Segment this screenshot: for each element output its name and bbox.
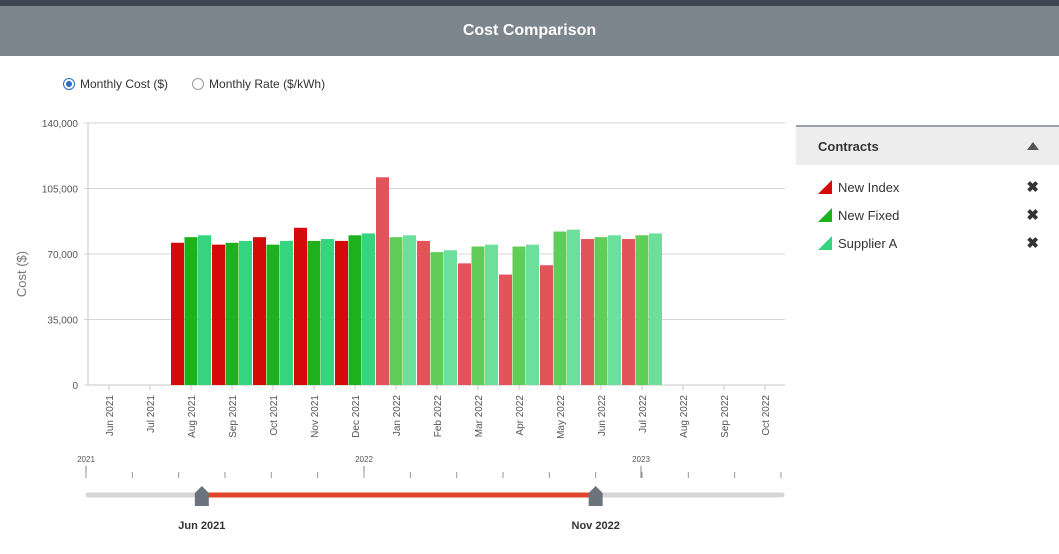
bar-new-fixed	[553, 231, 567, 385]
year-label: 2022	[355, 455, 373, 464]
remove-new-index-icon[interactable]: ✖	[1026, 179, 1039, 196]
year-label: 2023	[632, 455, 650, 464]
bar-new-index	[499, 274, 512, 385]
bar-supplier-a	[485, 244, 498, 385]
remove-new-fixed-icon[interactable]: ✖	[1026, 207, 1039, 224]
legend-item-label: Supplier A	[838, 235, 898, 251]
radio-monthly-rate[interactable]: Monthly Rate ($/kWh)	[192, 77, 325, 91]
x-tick-label: Sep 2021	[228, 395, 239, 438]
bar-new-fixed	[594, 237, 608, 385]
x-tick-label: Jan 2022	[392, 395, 403, 437]
bar-supplier-a	[444, 250, 457, 385]
bar-supplier-a	[198, 235, 211, 385]
x-tick-label: Feb 2022	[433, 395, 444, 438]
year-label: 2021	[77, 455, 95, 464]
bar-new-index	[622, 239, 635, 385]
legend-item-new-fixed[interactable]: New Fixed ✖	[796, 201, 1059, 229]
top-bar	[0, 0, 1059, 6]
legend-item-new-index[interactable]: New Index ✖	[796, 173, 1059, 201]
x-tick-label: Mar 2022	[474, 395, 485, 438]
x-tick-label: Apr 2022	[515, 395, 526, 436]
y-tick-label: 0	[72, 381, 78, 392]
y-tick-label: 105,000	[42, 185, 79, 196]
bar-new-index	[335, 240, 348, 385]
bar-new-index	[458, 263, 471, 385]
x-tick-label: May 2022	[556, 395, 567, 439]
bar-supplier-a	[321, 239, 334, 385]
radio-monthly-cost-indicator[interactable]	[63, 78, 75, 90]
bar-new-index	[171, 242, 184, 385]
metric-selector: Monthly Cost ($) Monthly Rate ($/kWh)	[63, 75, 349, 93]
bar-new-fixed	[184, 237, 198, 385]
y-axis-label: Cost ($)	[14, 251, 29, 297]
y-tick-label: 35,000	[47, 316, 78, 327]
page-title: Cost Comparison	[0, 6, 1059, 56]
bar-supplier-a	[362, 233, 375, 385]
bar-new-index	[376, 177, 389, 385]
y-tick-label: 70,000	[47, 250, 78, 261]
bar-new-fixed	[307, 240, 321, 385]
bar-supplier-a	[608, 235, 621, 385]
radio-monthly-rate-label: Monthly Rate ($/kWh)	[209, 77, 326, 91]
contracts-panel-header[interactable]: Contracts	[796, 125, 1059, 165]
x-tick-label: Nov 2021	[310, 395, 321, 438]
bar-supplier-a	[526, 244, 539, 385]
contracts-panel: Contracts New Index ✖ New Fixed ✖ Suppli…	[796, 125, 1059, 425]
bar-supplier-a	[239, 240, 252, 385]
collapse-icon[interactable]	[1027, 142, 1039, 150]
bar-supplier-a	[649, 233, 662, 385]
range-end-label: Nov 2022	[572, 520, 620, 532]
range-start-handle[interactable]	[194, 486, 209, 506]
x-tick-label: Jun 2021	[105, 395, 116, 437]
contracts-list: New Index ✖ New Fixed ✖ Supplier A ✖	[796, 165, 1059, 257]
legend-item-label: New Index	[838, 179, 900, 195]
bar-new-fixed	[266, 244, 280, 385]
x-tick-label: Dec 2021	[351, 395, 362, 438]
bar-new-index	[212, 244, 225, 385]
bar-supplier-a	[567, 229, 580, 385]
x-tick-label: Jul 2022	[638, 395, 649, 433]
cost-chart: 140,000 105,000 70,000 35,000 0 Cost ($) Jun 2…	[14, 119, 785, 532]
bar-new-fixed	[512, 246, 526, 385]
range-start-label: Jun 2021	[178, 520, 225, 532]
radio-monthly-cost-label: Monthly Cost ($)	[80, 77, 169, 91]
bar-new-index	[540, 265, 553, 385]
bar-new-index	[294, 227, 307, 385]
new-fixed-swatch-icon	[818, 208, 832, 222]
bar-new-index	[581, 239, 594, 385]
x-tick-label: Jul 2021	[146, 395, 157, 433]
bar-new-fixed	[225, 242, 239, 385]
bar-new-index	[417, 240, 430, 385]
radio-monthly-rate-indicator[interactable]	[192, 78, 205, 90]
contracts-panel-title: Contracts	[818, 138, 879, 154]
bar-supplier-a	[403, 235, 416, 385]
supplier-a-swatch-icon	[818, 236, 832, 250]
bar-new-fixed	[389, 237, 403, 385]
new-index-swatch-icon	[818, 180, 832, 194]
x-tick-label: Jun 2022	[597, 395, 608, 437]
range-end-handle[interactable]	[588, 486, 603, 506]
legend-item-supplier-a[interactable]: Supplier A ✖	[796, 229, 1059, 257]
bar-new-fixed	[471, 246, 485, 385]
x-tick-label: Aug 2021	[187, 395, 198, 438]
bar-new-fixed	[430, 252, 444, 385]
x-tick-label: Sep 2022	[720, 395, 731, 438]
x-tick-label: Aug 2022	[679, 395, 690, 438]
x-tick-label: Oct 2021	[269, 395, 280, 436]
x-tick-label: Oct 2022	[761, 395, 772, 436]
bar-new-index	[253, 237, 266, 385]
y-tick-label: 140,000	[42, 119, 79, 130]
radio-monthly-cost[interactable]: Monthly Cost ($)	[63, 77, 168, 91]
bar-supplier-a	[280, 240, 293, 385]
bar-new-fixed	[635, 235, 649, 385]
remove-supplier-a-icon[interactable]: ✖	[1026, 235, 1039, 252]
bar-new-fixed	[348, 235, 362, 385]
legend-item-label: New Fixed	[838, 207, 900, 223]
